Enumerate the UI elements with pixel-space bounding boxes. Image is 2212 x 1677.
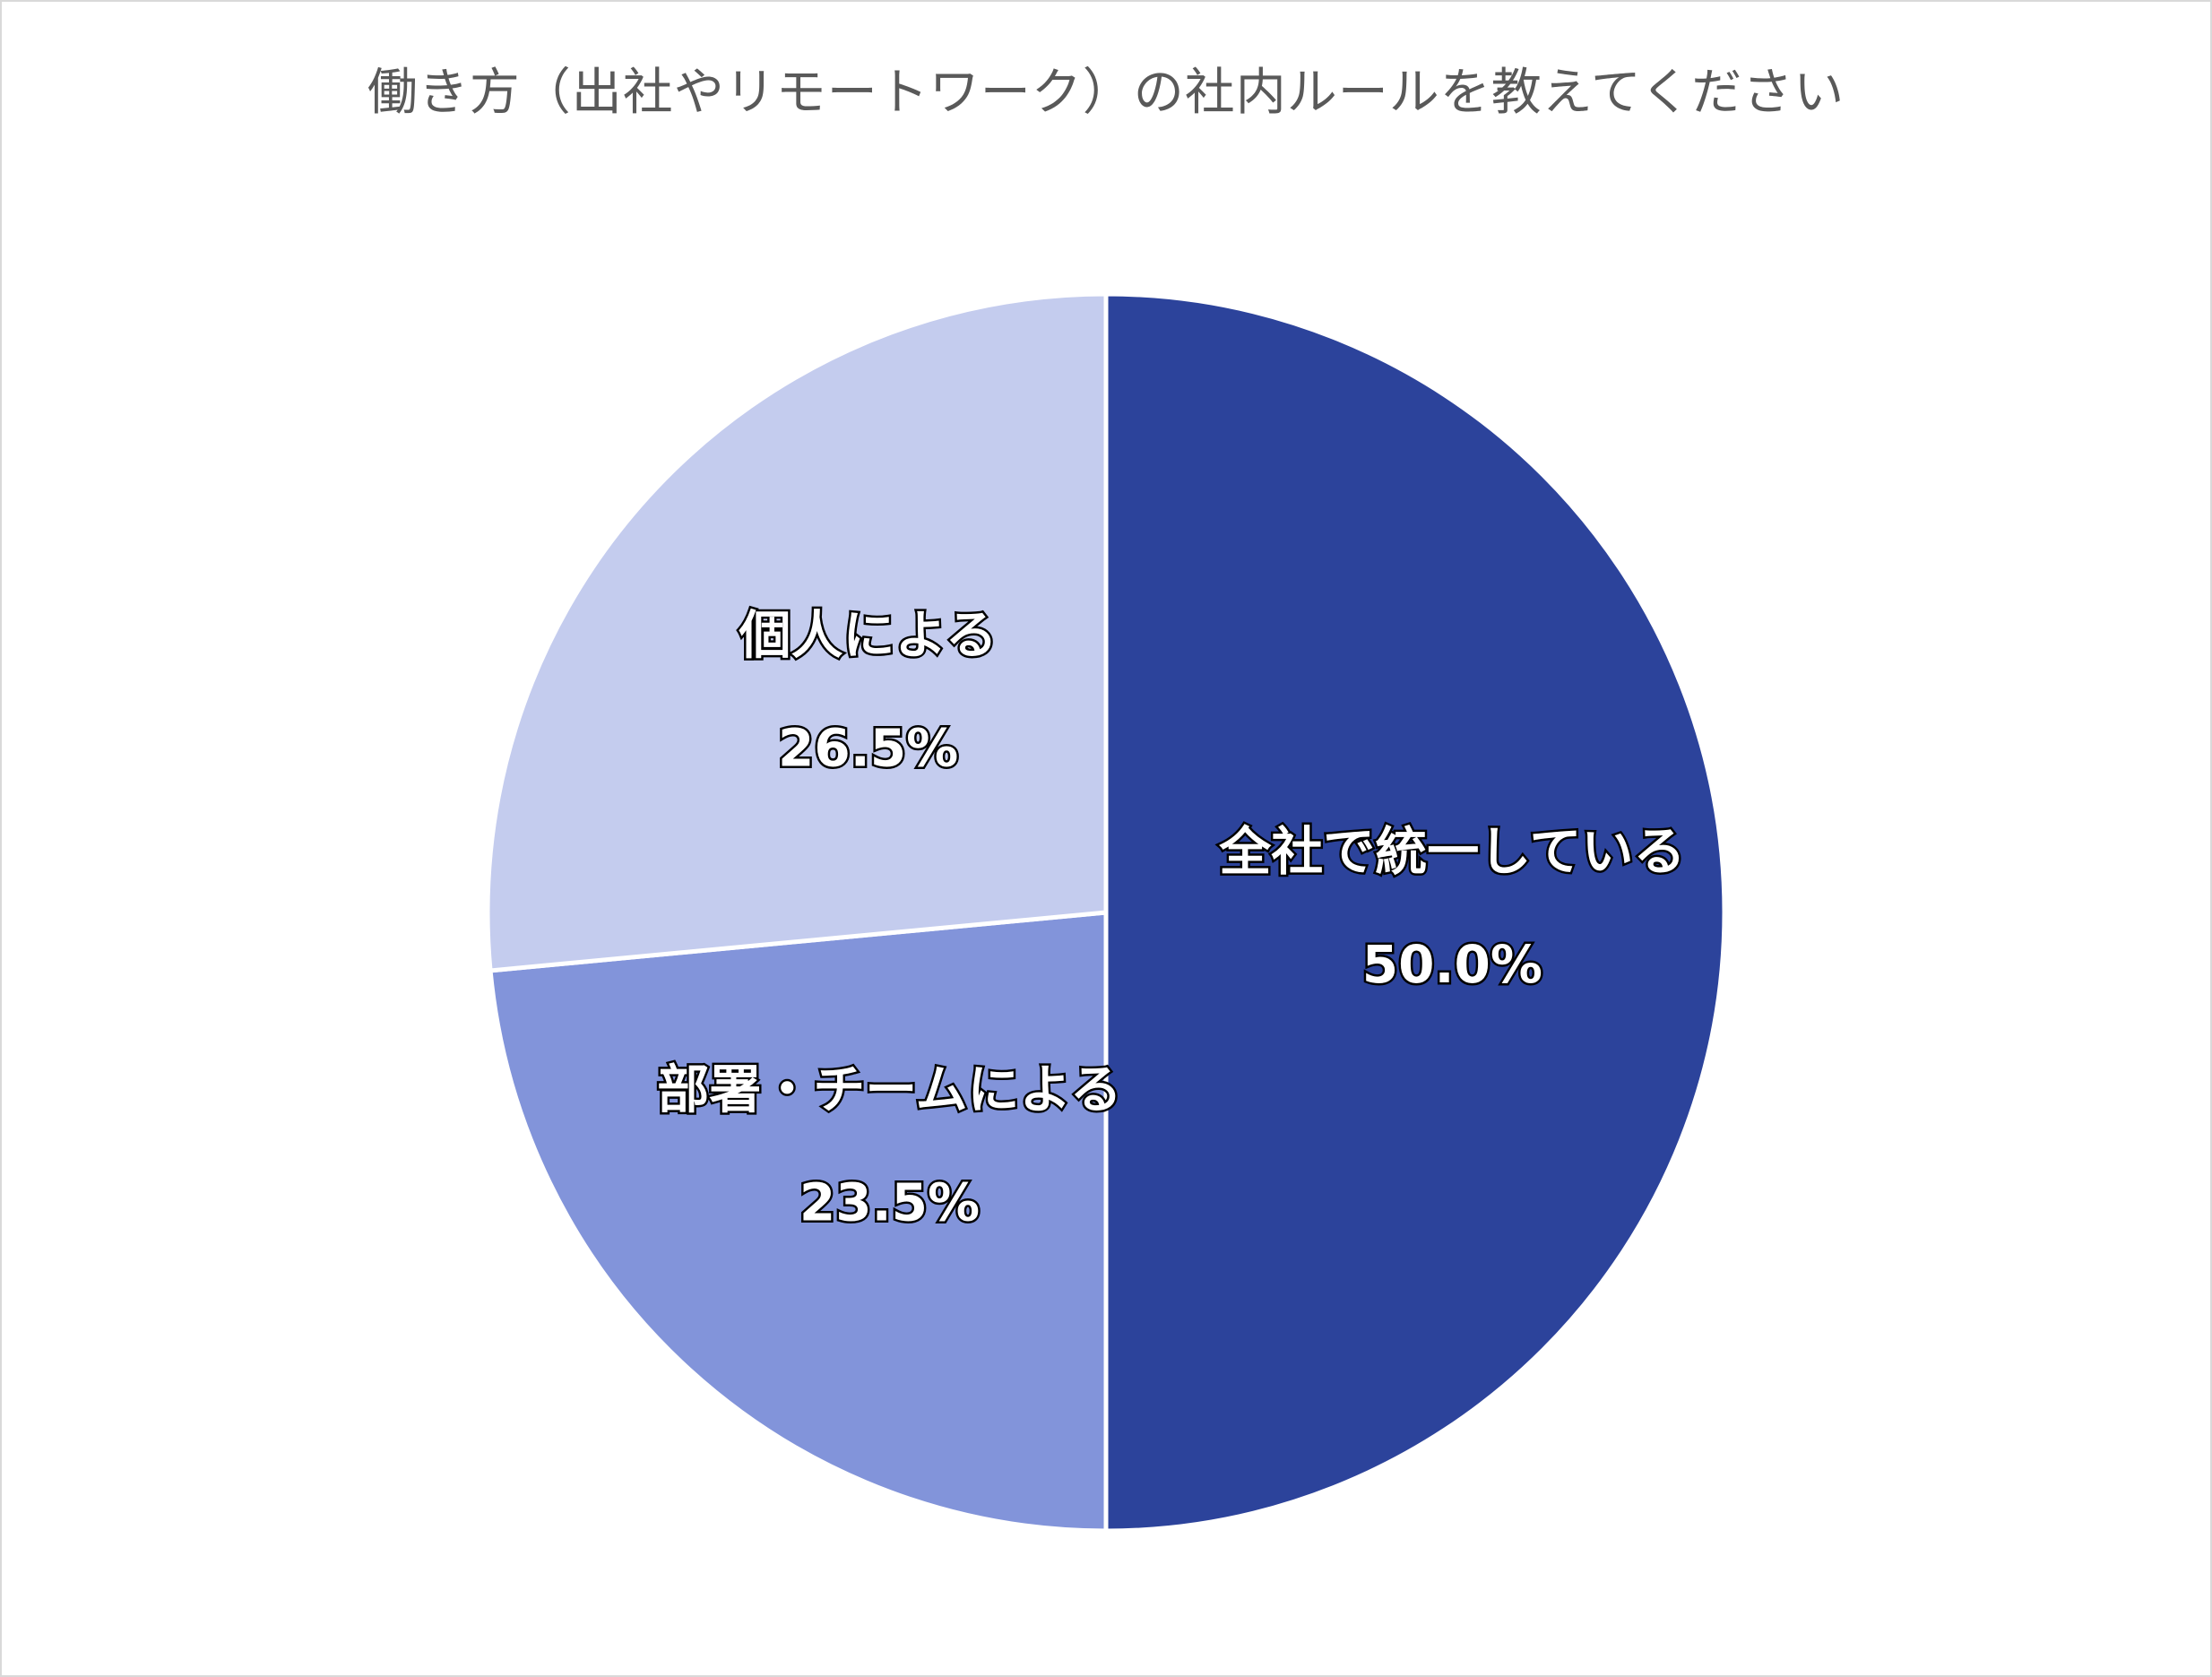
pie-labels: 全社で統一している 50.0% 部署・チームによる 23.5% 個人による 26.5% <box>655 602 1688 1235</box>
slice-label-2: 部署・チームによる <box>657 1059 1122 1119</box>
slice-label-1: 全社で統一している <box>1218 821 1685 882</box>
pie-slice-1 <box>1103 291 1727 1534</box>
chart-title: 働き方（出社やリモートワーク）の社内ルールを教えてください <box>367 64 1845 122</box>
slice-value-3: 26.5% <box>778 718 958 779</box>
pie-slices <box>485 291 1727 1534</box>
slice-label-3: 個人による <box>738 605 997 666</box>
pie-slice-3 <box>485 291 1109 973</box>
slice-value-2: 23.5% <box>799 1171 980 1232</box>
pie-slice-2 <box>488 910 1109 1534</box>
slice-value-1: 50.0% <box>1362 934 1542 995</box>
